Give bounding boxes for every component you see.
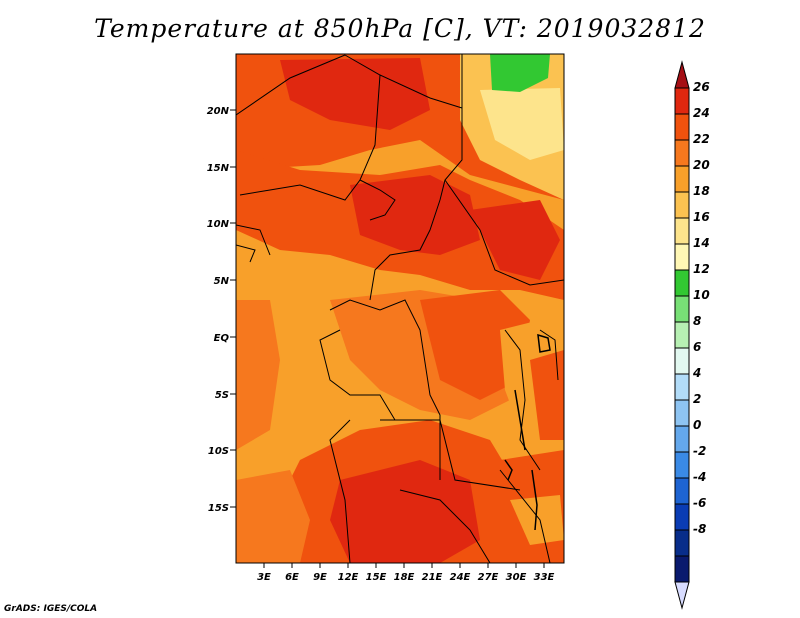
lon-tick-label: 15E <box>366 572 387 583</box>
colorbar-bottom-triangle <box>674 581 690 610</box>
country-boundaries <box>236 54 564 563</box>
colorbar-segment <box>674 217 690 245</box>
colorbar <box>674 60 690 610</box>
lon-tick-label: 33E <box>534 572 555 583</box>
lon-tick-label: 27E <box>478 572 499 583</box>
lon-tick-label: 30E <box>506 572 527 583</box>
longitude-axis: 3E 6E 9E 12E 15E 18E 21E 24E 27E 30E 33E <box>257 563 555 583</box>
colorbar-top-triangle <box>674 60 690 89</box>
colorbar-segment <box>674 347 690 375</box>
colorbar-segment <box>674 425 690 453</box>
colorbar-segment <box>674 555 690 583</box>
colorbar-label: -4 <box>693 470 706 484</box>
lon-tick-label: 12E <box>338 572 359 583</box>
colorbar-label: 6 <box>693 340 701 354</box>
lat-tick-label: 15N <box>207 163 230 174</box>
map-title: Temperature at 850hPa [C], VT: 201903281… <box>94 14 706 43</box>
colorbar-label: 26 <box>693 80 710 94</box>
colorbar-segment <box>674 269 690 297</box>
colorbar-segment <box>674 139 690 167</box>
colorbar-segment <box>674 373 690 401</box>
lon-tick-label: 3E <box>257 572 271 583</box>
colorbar-label: 16 <box>693 210 710 224</box>
colorbar-label: 8 <box>693 314 701 328</box>
lon-tick-label: 18E <box>394 572 415 583</box>
colorbar-label: 4 <box>692 366 701 380</box>
lakes <box>504 333 551 531</box>
colorbar-segment <box>674 399 690 427</box>
lat-tick-label: 5S <box>215 390 229 401</box>
lon-tick-label: 21E <box>422 572 443 583</box>
colorbar-segment <box>674 295 690 323</box>
colorbar-segment <box>674 503 690 531</box>
colorbar-label: 0 <box>693 418 701 432</box>
lat-tick-label: 10S <box>208 446 229 457</box>
colorbar-label: 2 <box>693 392 701 406</box>
lat-tick-label: EQ <box>214 333 230 344</box>
colorbar-label: 12 <box>693 262 710 276</box>
colorbar-segment <box>674 165 690 193</box>
colorbar-label: 14 <box>693 236 710 250</box>
colorbar-label: 10 <box>693 288 710 302</box>
lon-tick-label: 9E <box>313 572 327 583</box>
lat-tick-label: 5N <box>214 276 230 287</box>
colorbar-label: 24 <box>693 106 710 120</box>
colorbar-segment <box>674 87 690 115</box>
colorbar-segment <box>674 243 690 271</box>
colorbar-label: -8 <box>693 522 706 536</box>
colorbar-segment <box>674 113 690 141</box>
lat-tick-label: 15S <box>208 503 229 514</box>
colorbar-label: 18 <box>693 184 710 198</box>
lat-tick-label: 20N <box>207 106 230 117</box>
colorbar-labels: 26 24 22 20 18 16 14 12 10 8 6 4 2 0 -2 … <box>692 80 710 536</box>
colorbar-segment <box>674 451 690 479</box>
colorbar-label: -6 <box>693 496 706 510</box>
colorbar-label: 20 <box>693 158 710 172</box>
lon-tick-label: 24E <box>450 572 471 583</box>
colorbar-label: 22 <box>693 132 710 146</box>
latitude-axis: 20N 15N 10N 5N EQ 5S 10S 15S <box>207 106 236 514</box>
lon-tick-label: 6E <box>285 572 299 583</box>
lat-tick-label: 10N <box>207 219 230 230</box>
credit-text: GrADS: IGES/COLA <box>4 604 98 614</box>
colorbar-label: -2 <box>693 444 706 458</box>
temperature-field <box>236 54 564 563</box>
colorbar-segment <box>674 321 690 349</box>
colorbar-segment <box>674 477 690 505</box>
colorbar-segment <box>674 191 690 219</box>
map-frame <box>235 53 565 564</box>
colorbar-segment <box>674 529 690 557</box>
